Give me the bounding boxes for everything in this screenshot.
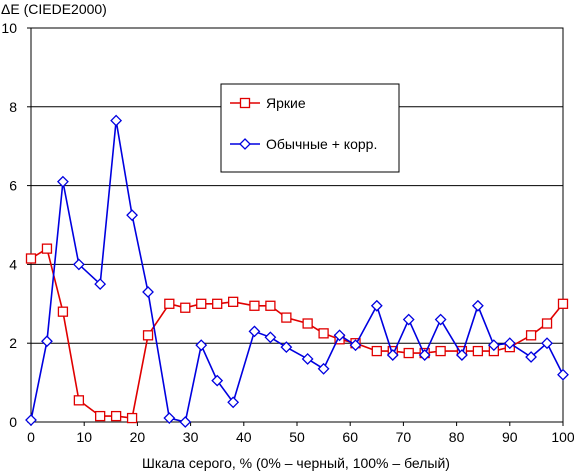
series-layer bbox=[25, 114, 569, 428]
data-point bbox=[41, 243, 53, 254]
data-point bbox=[371, 345, 382, 357]
data-point bbox=[196, 298, 207, 309]
legend-swatch-marker bbox=[239, 138, 251, 150]
y-tick-label: 6 bbox=[9, 178, 17, 194]
data-point bbox=[228, 296, 239, 307]
data-point bbox=[557, 298, 569, 309]
data-point bbox=[557, 368, 569, 381]
data-point bbox=[435, 345, 446, 357]
x-tick-label: 100 bbox=[551, 429, 574, 445]
data-point bbox=[370, 299, 383, 312]
y-tick-label: 0 bbox=[9, 414, 17, 430]
data-point bbox=[456, 349, 468, 361]
x-tick-label: 60 bbox=[342, 429, 358, 445]
x-tick-label: 80 bbox=[449, 429, 465, 445]
data-point bbox=[333, 329, 346, 342]
data-point bbox=[126, 209, 138, 222]
data-point bbox=[227, 396, 240, 409]
x-tick-label: 20 bbox=[130, 429, 146, 445]
x-tick-label: 40 bbox=[236, 429, 252, 445]
x-axis-title: Шкала серого, % (0% – черный, 100% – бел… bbox=[142, 455, 450, 471]
data-point bbox=[386, 349, 399, 361]
data-point bbox=[73, 395, 85, 406]
data-point bbox=[434, 313, 447, 326]
data-point bbox=[126, 412, 138, 424]
y-tick-label: 2 bbox=[9, 335, 17, 351]
data-point bbox=[142, 330, 154, 341]
data-point bbox=[110, 114, 123, 127]
data-point bbox=[95, 410, 106, 422]
data-point bbox=[179, 416, 192, 428]
data-point bbox=[94, 278, 107, 291]
data-point bbox=[418, 349, 431, 361]
data-point bbox=[164, 298, 175, 309]
data-point bbox=[248, 325, 261, 338]
x-tick-label: 30 bbox=[183, 429, 199, 445]
data-point bbox=[541, 337, 553, 350]
data-point bbox=[525, 330, 537, 341]
y-axis-tick-labels: 0 2 4 6 8 10 bbox=[1, 20, 31, 430]
data-point bbox=[25, 253, 37, 264]
data-point bbox=[402, 313, 415, 326]
data-point bbox=[472, 345, 484, 357]
y-tick-label: 8 bbox=[9, 99, 17, 115]
data-point bbox=[72, 258, 85, 271]
legend-swatch-marker bbox=[239, 97, 251, 109]
data-point bbox=[403, 347, 414, 359]
legend-entry: Яркие bbox=[230, 95, 306, 111]
data-point bbox=[25, 414, 37, 426]
data-point bbox=[318, 328, 329, 339]
data-point bbox=[57, 175, 69, 188]
data-point bbox=[471, 299, 484, 312]
series-1 bbox=[25, 243, 569, 424]
legend-box bbox=[220, 83, 400, 173]
data-point bbox=[249, 300, 260, 311]
x-tick-label: 0 bbox=[27, 429, 35, 445]
data-point bbox=[110, 410, 122, 422]
data-point bbox=[195, 339, 208, 352]
data-point bbox=[180, 302, 191, 313]
data-point bbox=[264, 331, 277, 344]
y-tick-label: 4 bbox=[9, 256, 17, 272]
y-axis-title: ΔE (CIEDE2000) bbox=[1, 1, 107, 17]
series-line bbox=[30, 120, 564, 423]
data-point bbox=[41, 335, 53, 348]
data-point bbox=[301, 353, 314, 365]
data-point bbox=[211, 374, 224, 387]
data-point bbox=[212, 298, 223, 309]
x-tick-label: 90 bbox=[502, 429, 518, 445]
legend: Яркие Обычные + корр. bbox=[220, 83, 400, 173]
data-point bbox=[265, 300, 276, 311]
data-point bbox=[503, 337, 516, 350]
y-tick-label: 10 bbox=[1, 20, 17, 36]
x-axis-tick-labels: 0 10 20 30 40 50 60 70 80 90 100 bbox=[27, 422, 574, 445]
data-point bbox=[280, 341, 293, 354]
legend-label: Обычные + корр. bbox=[266, 136, 377, 152]
data-point bbox=[349, 339, 362, 352]
legend-items: Яркие Обычные + корр. bbox=[230, 95, 377, 152]
x-tick-label: 50 bbox=[289, 429, 305, 445]
series-2 bbox=[25, 114, 569, 428]
data-point bbox=[317, 362, 330, 375]
legend-entry: Обычные + корр. bbox=[230, 136, 377, 152]
data-point bbox=[541, 318, 553, 329]
data-point bbox=[281, 312, 292, 323]
data-point bbox=[142, 286, 154, 298]
x-tick-label: 10 bbox=[76, 429, 92, 445]
data-point bbox=[57, 306, 69, 317]
x-tick-label: 70 bbox=[396, 429, 412, 445]
data-point bbox=[525, 351, 537, 363]
data-point bbox=[163, 412, 176, 424]
data-point bbox=[487, 339, 500, 352]
data-point bbox=[302, 318, 313, 329]
legend-label: Яркие bbox=[266, 95, 306, 111]
